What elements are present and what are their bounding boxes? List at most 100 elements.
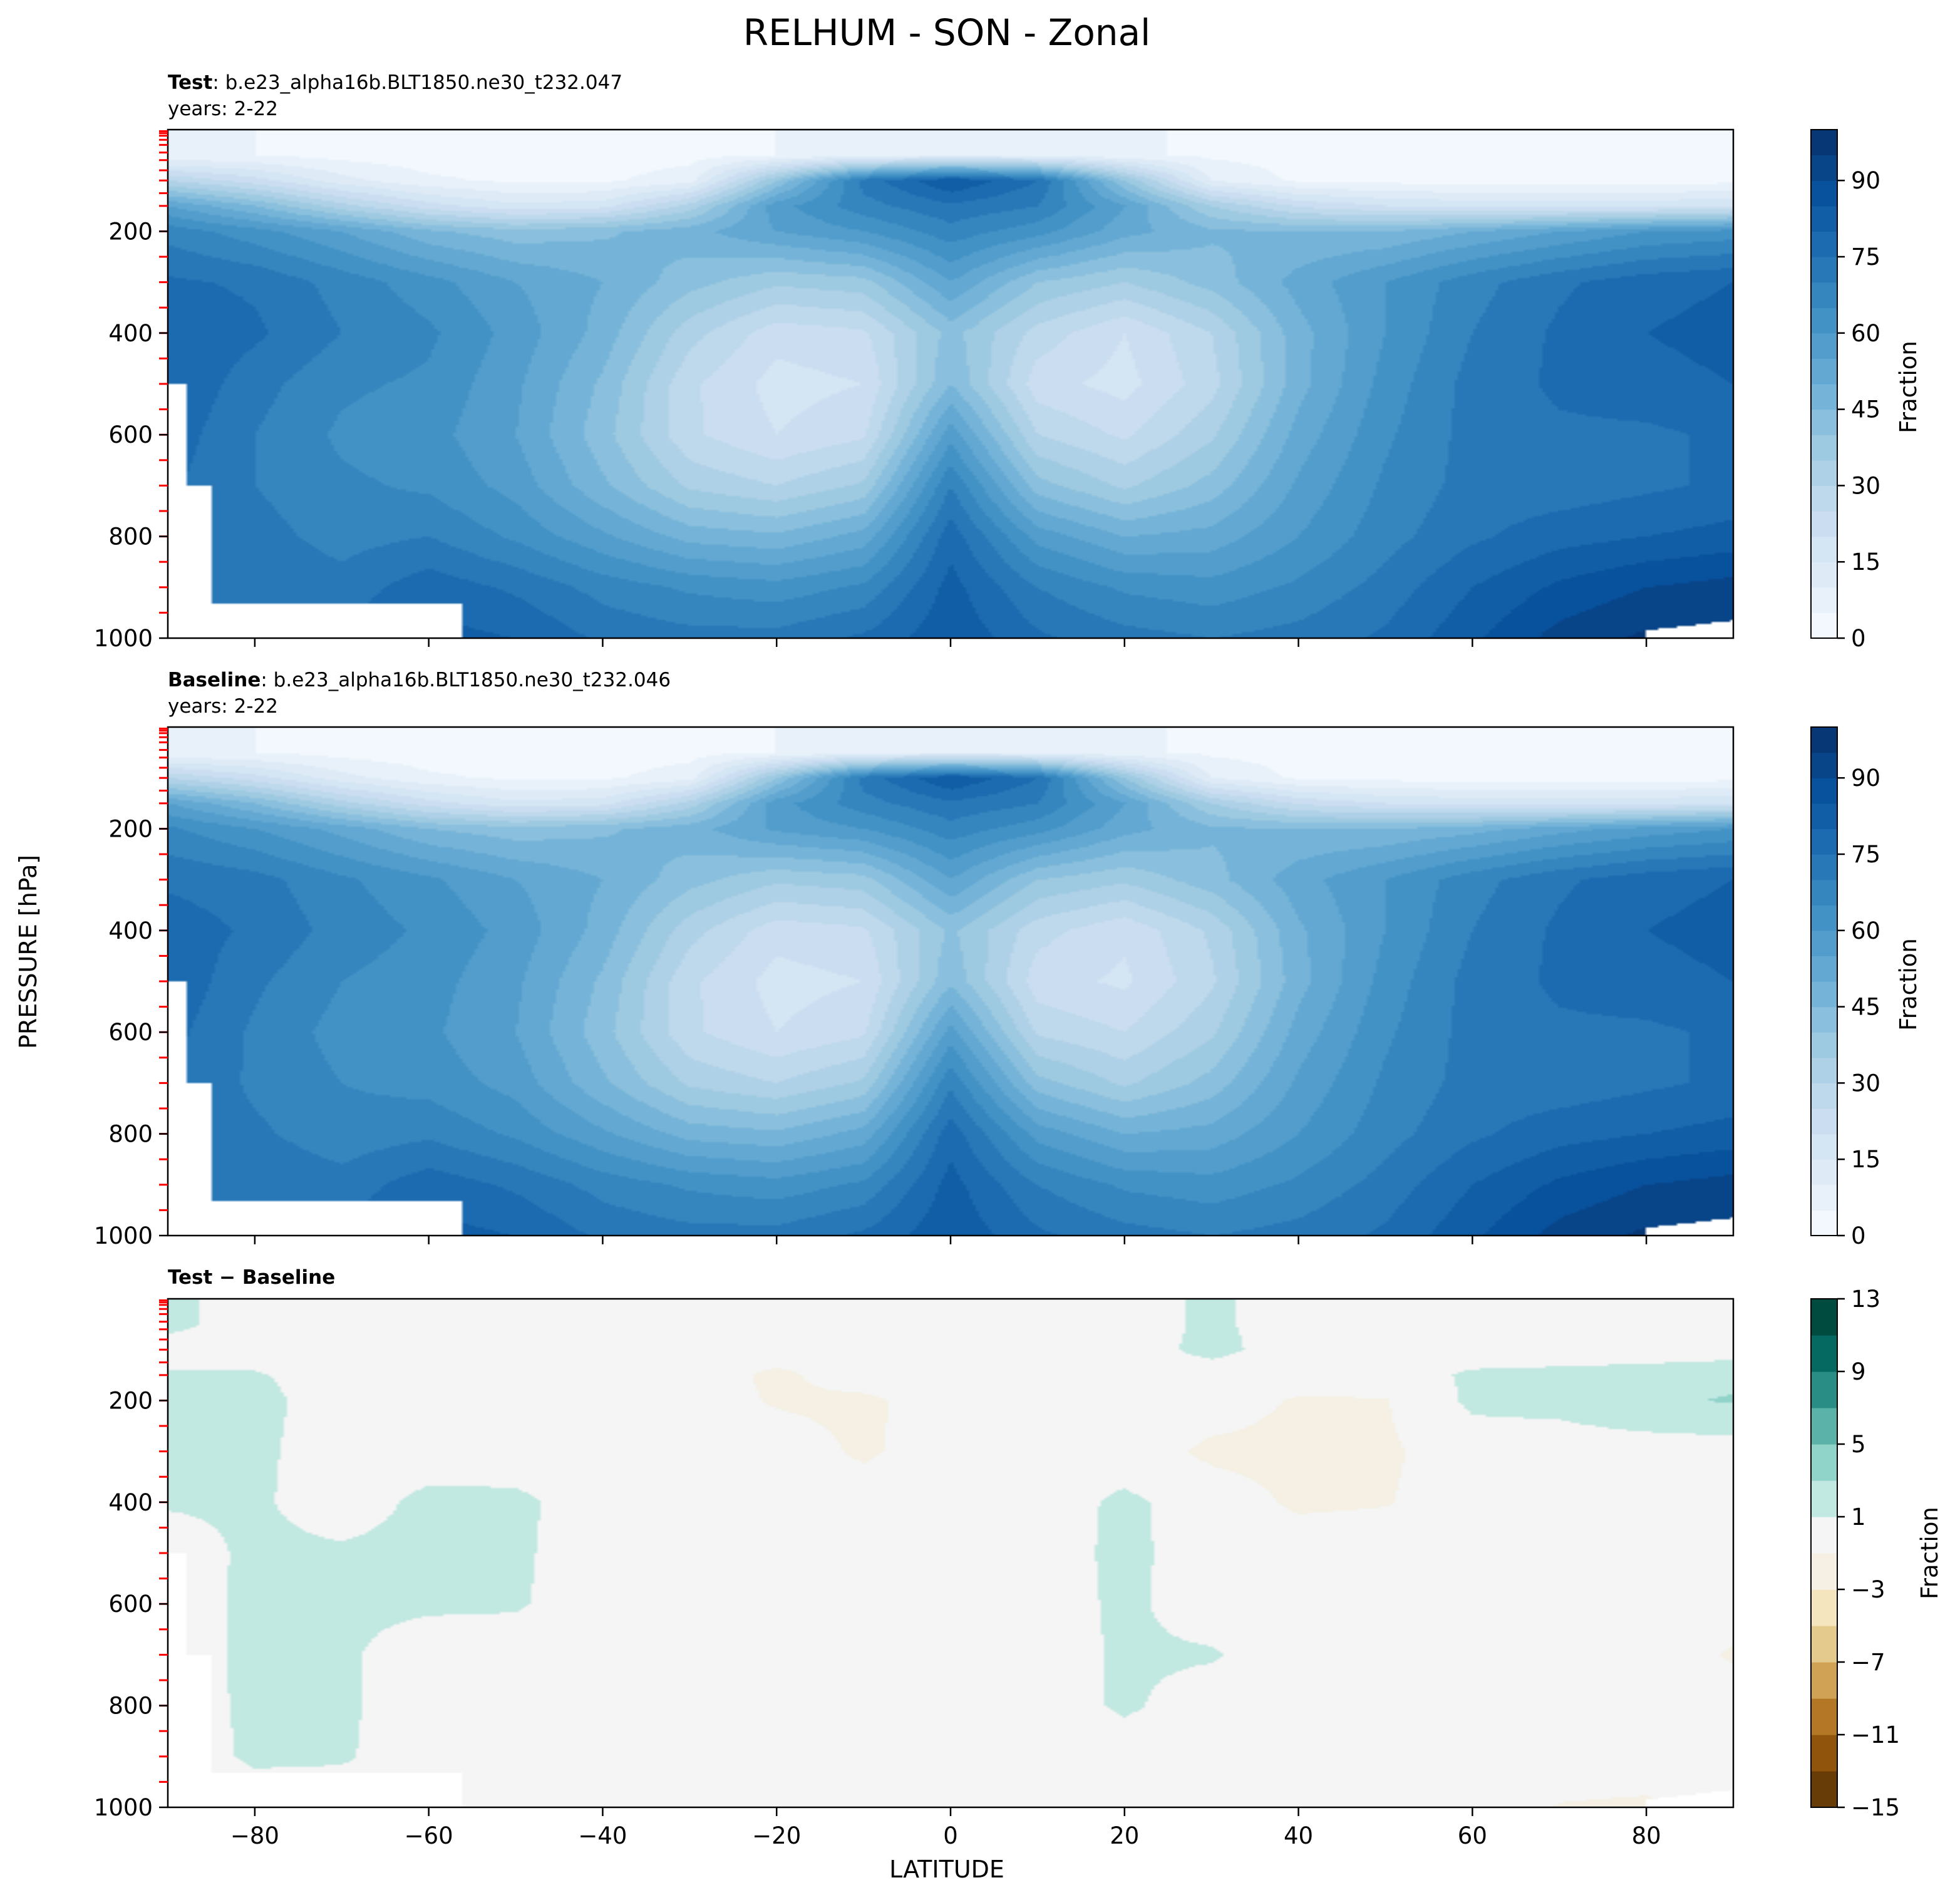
colorbar-segment: [1811, 435, 1837, 461]
colorbar-segment: [1811, 930, 1837, 956]
panel-test-plot: 200 400 600 800 1000: [94, 128, 1735, 652]
colorbar-segment: [1811, 1735, 1837, 1772]
x-tick-label: 80: [1632, 1822, 1661, 1849]
y-tick-label: 600: [108, 1019, 153, 1046]
colorbar-segment: [1811, 981, 1837, 1008]
panel-baseline-colorbar-label: Fraction: [1895, 938, 1922, 1031]
colorbar-segment: [1811, 1771, 1837, 1808]
colorbar-tick-label: −3: [1851, 1576, 1885, 1603]
colorbar-tick-label: 30: [1851, 472, 1880, 499]
colorbar-tick-label: −7: [1851, 1649, 1885, 1676]
colorbar-segment: [1811, 587, 1837, 613]
panel-test-colorbar-label: Fraction: [1895, 341, 1922, 433]
colorbar-segment: [1811, 333, 1837, 359]
colorbar-frame: [1810, 726, 1838, 1236]
colorbar-segment: [1811, 511, 1837, 537]
colorbar-segment: [1811, 231, 1837, 257]
colorbar-frame: [1810, 129, 1838, 639]
x-tick-label: −80: [230, 1822, 279, 1849]
colorbar-segment: [1811, 460, 1837, 486]
colorbar-segment: [1811, 1589, 1837, 1626]
x-tick-label: 0: [943, 1822, 958, 1849]
y-tick-label: 1000: [94, 1794, 153, 1821]
y-tick-label: 400: [108, 320, 153, 347]
colorbar-tick-label: 75: [1851, 244, 1880, 271]
y-tick-label: 400: [108, 917, 153, 944]
colorbar-tick-label: 45: [1851, 994, 1880, 1021]
panel-test-title-run: : b.e23_alpha16b.BLT1850.ne30_t232.047: [212, 71, 622, 94]
colorbar-segment: [1811, 956, 1837, 982]
colorbar-tick-label: 13: [1851, 1286, 1880, 1313]
colorbar-segment: [1811, 205, 1837, 232]
colorbar-tick-label: 45: [1851, 396, 1880, 423]
panel-test-title: Test: b.e23_alpha16b.BLT1850.ne30_t232.0…: [168, 71, 622, 94]
colorbar-segment: [1811, 1626, 1837, 1663]
panel-baseline-years: years: 2-22: [168, 695, 278, 718]
colorbar-segment: [1811, 803, 1837, 829]
x-tick-label: 60: [1458, 1822, 1487, 1849]
x-tick-label: −20: [752, 1822, 801, 1849]
heatmap-field: [168, 130, 1733, 638]
colorbar-segment: [1811, 1335, 1837, 1372]
colorbar-segment: [1811, 879, 1837, 906]
colorbar-segment: [1811, 752, 1837, 778]
panel-test-colorbar: 0 15 30 45 60 75 90: [1810, 129, 1880, 652]
colorbar-segment: [1811, 562, 1837, 588]
colorbar-tick-label: 90: [1851, 167, 1880, 194]
panel-diff-title-bold: Test − Baseline: [168, 1266, 335, 1289]
colorbar-tick-label: 15: [1851, 1146, 1880, 1173]
panel-baseline-title-bold: Baseline: [168, 669, 260, 691]
colorbar-segment: [1811, 1371, 1837, 1408]
panel-baseline-title-run: : b.e23_alpha16b.BLT1850.ne30_t232.046: [260, 669, 671, 691]
heatmap-field: [168, 1299, 1733, 1807]
y-tick-label: 400: [108, 1489, 153, 1516]
colorbar-segment: [1811, 778, 1837, 804]
colorbar-segment: [1811, 536, 1837, 562]
colorbar-segment: [1811, 1032, 1837, 1058]
colorbar-tick-label: 75: [1851, 841, 1880, 868]
colorbar-segment: [1811, 1159, 1837, 1185]
colorbar-segment: [1811, 1553, 1837, 1590]
colorbar-segment: [1811, 485, 1837, 512]
x-tick-label: 40: [1284, 1822, 1313, 1849]
colorbar-segment: [1811, 257, 1837, 283]
colorbar-segment: [1811, 1057, 1837, 1083]
colorbar-segment: [1811, 180, 1837, 207]
colorbar-tick-label: 90: [1851, 765, 1880, 792]
colorbar-tick-label: 5: [1851, 1431, 1866, 1458]
y-tick-label: 200: [108, 815, 153, 842]
y-tick-label: 800: [108, 1693, 153, 1720]
colorbar-segment: [1811, 1184, 1837, 1211]
colorbar-segment: [1811, 1299, 1837, 1336]
panel-test-years: years: 2-22: [168, 98, 278, 120]
colorbar-segment: [1811, 854, 1837, 880]
colorbar-tick-label: 60: [1851, 320, 1880, 347]
colorbar-segment: [1811, 409, 1837, 435]
colorbar-tick-label: −11: [1851, 1722, 1900, 1748]
y-tick-label: 200: [108, 218, 153, 245]
panel-baseline: Baseline: b.e23_alpha16b.BLT1850.ne30_t2…: [94, 669, 1922, 1249]
y-tick-label: 1000: [94, 1222, 153, 1249]
y-tick-label: 200: [108, 1387, 153, 1414]
colorbar-segment: [1811, 727, 1837, 753]
colorbar-segment: [1811, 1210, 1837, 1236]
colorbar-segment: [1811, 612, 1837, 639]
colorbar-tick-label: 30: [1851, 1070, 1880, 1097]
panel-diff-title: Test − Baseline: [168, 1266, 335, 1289]
colorbar-segment: [1811, 829, 1837, 855]
colorbar-segment: [1811, 905, 1837, 931]
colorbar-tick-label: 0: [1851, 1222, 1866, 1249]
colorbar-segment: [1811, 1408, 1837, 1445]
colorbar-segment: [1811, 358, 1837, 385]
colorbar-tick-label: 0: [1851, 625, 1866, 652]
colorbar-segment: [1811, 1698, 1837, 1735]
colorbar-segment: [1811, 1006, 1837, 1033]
y-axis-label: PRESSURE [hPa]: [14, 855, 42, 1049]
panel-baseline-title: Baseline: b.e23_alpha16b.BLT1850.ne30_t2…: [168, 669, 671, 691]
colorbar-segment: [1811, 282, 1837, 308]
colorbar-segment: [1811, 1662, 1837, 1699]
x-axis-label: LATITUDE: [889, 1856, 1004, 1883]
panel-test-title-bold: Test: [168, 71, 213, 94]
colorbar-segment: [1811, 1083, 1837, 1109]
